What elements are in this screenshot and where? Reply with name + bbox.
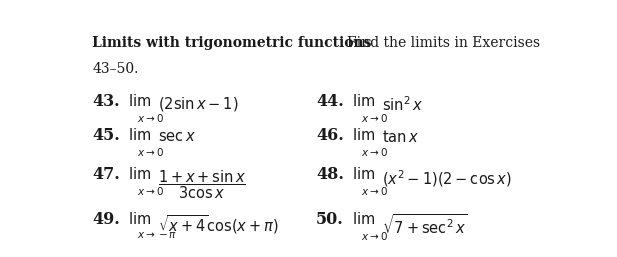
Text: $x\to -\pi$: $x\to -\pi$ — [137, 230, 177, 240]
Text: 49.: 49. — [93, 211, 120, 228]
Text: $\sin^2 x$: $\sin^2 x$ — [382, 95, 423, 114]
Text: 47.: 47. — [93, 166, 120, 183]
Text: $\lim$: $\lim$ — [352, 93, 375, 109]
Text: Find the limits in Exercises: Find the limits in Exercises — [347, 36, 540, 50]
Text: $\lim$: $\lim$ — [352, 211, 375, 227]
Text: $x\to0$: $x\to0$ — [361, 146, 387, 158]
Text: 48.: 48. — [317, 166, 344, 183]
Text: $\lim$: $\lim$ — [128, 127, 151, 143]
Text: 50.: 50. — [317, 211, 344, 228]
Text: 45.: 45. — [93, 127, 120, 144]
Text: 43.: 43. — [93, 93, 120, 110]
Text: 44.: 44. — [317, 93, 344, 110]
Text: 43–50.: 43–50. — [93, 61, 139, 76]
Text: $x\to0$: $x\to0$ — [137, 112, 164, 124]
Text: $\sqrt{7 + \sec^2 x}$: $\sqrt{7 + \sec^2 x}$ — [382, 213, 468, 237]
Text: $\lim$: $\lim$ — [128, 166, 151, 182]
Text: $(2\sin x - 1)$: $(2\sin x - 1)$ — [159, 95, 239, 113]
Text: $x\to0$: $x\to0$ — [361, 112, 387, 124]
Text: $x\to0$: $x\to0$ — [361, 230, 387, 242]
Text: Limits with trigonometric functions: Limits with trigonometric functions — [93, 36, 372, 50]
Text: $\sec x$: $\sec x$ — [159, 129, 196, 144]
Text: $(x^2 - 1)(2 - \cos x)$: $(x^2 - 1)(2 - \cos x)$ — [382, 168, 512, 189]
Text: $\sqrt{x + 4}\cos(x + \pi)$: $\sqrt{x + 4}\cos(x + \pi)$ — [159, 213, 279, 236]
Text: $x\to0$: $x\to0$ — [361, 185, 387, 197]
Text: 46.: 46. — [317, 127, 344, 144]
Text: $x\to0$: $x\to0$ — [137, 185, 164, 197]
Text: $\lim$: $\lim$ — [352, 127, 375, 143]
Text: $x\to0$: $x\to0$ — [137, 146, 164, 158]
Text: $\lim$: $\lim$ — [128, 93, 151, 109]
Text: $\dfrac{1 + x + \sin x}{3 \cos x}$: $\dfrac{1 + x + \sin x}{3 \cos x}$ — [159, 168, 246, 201]
Text: $\tan x$: $\tan x$ — [382, 129, 420, 145]
Text: $\lim$: $\lim$ — [128, 211, 151, 227]
Text: $\lim$: $\lim$ — [352, 166, 375, 182]
